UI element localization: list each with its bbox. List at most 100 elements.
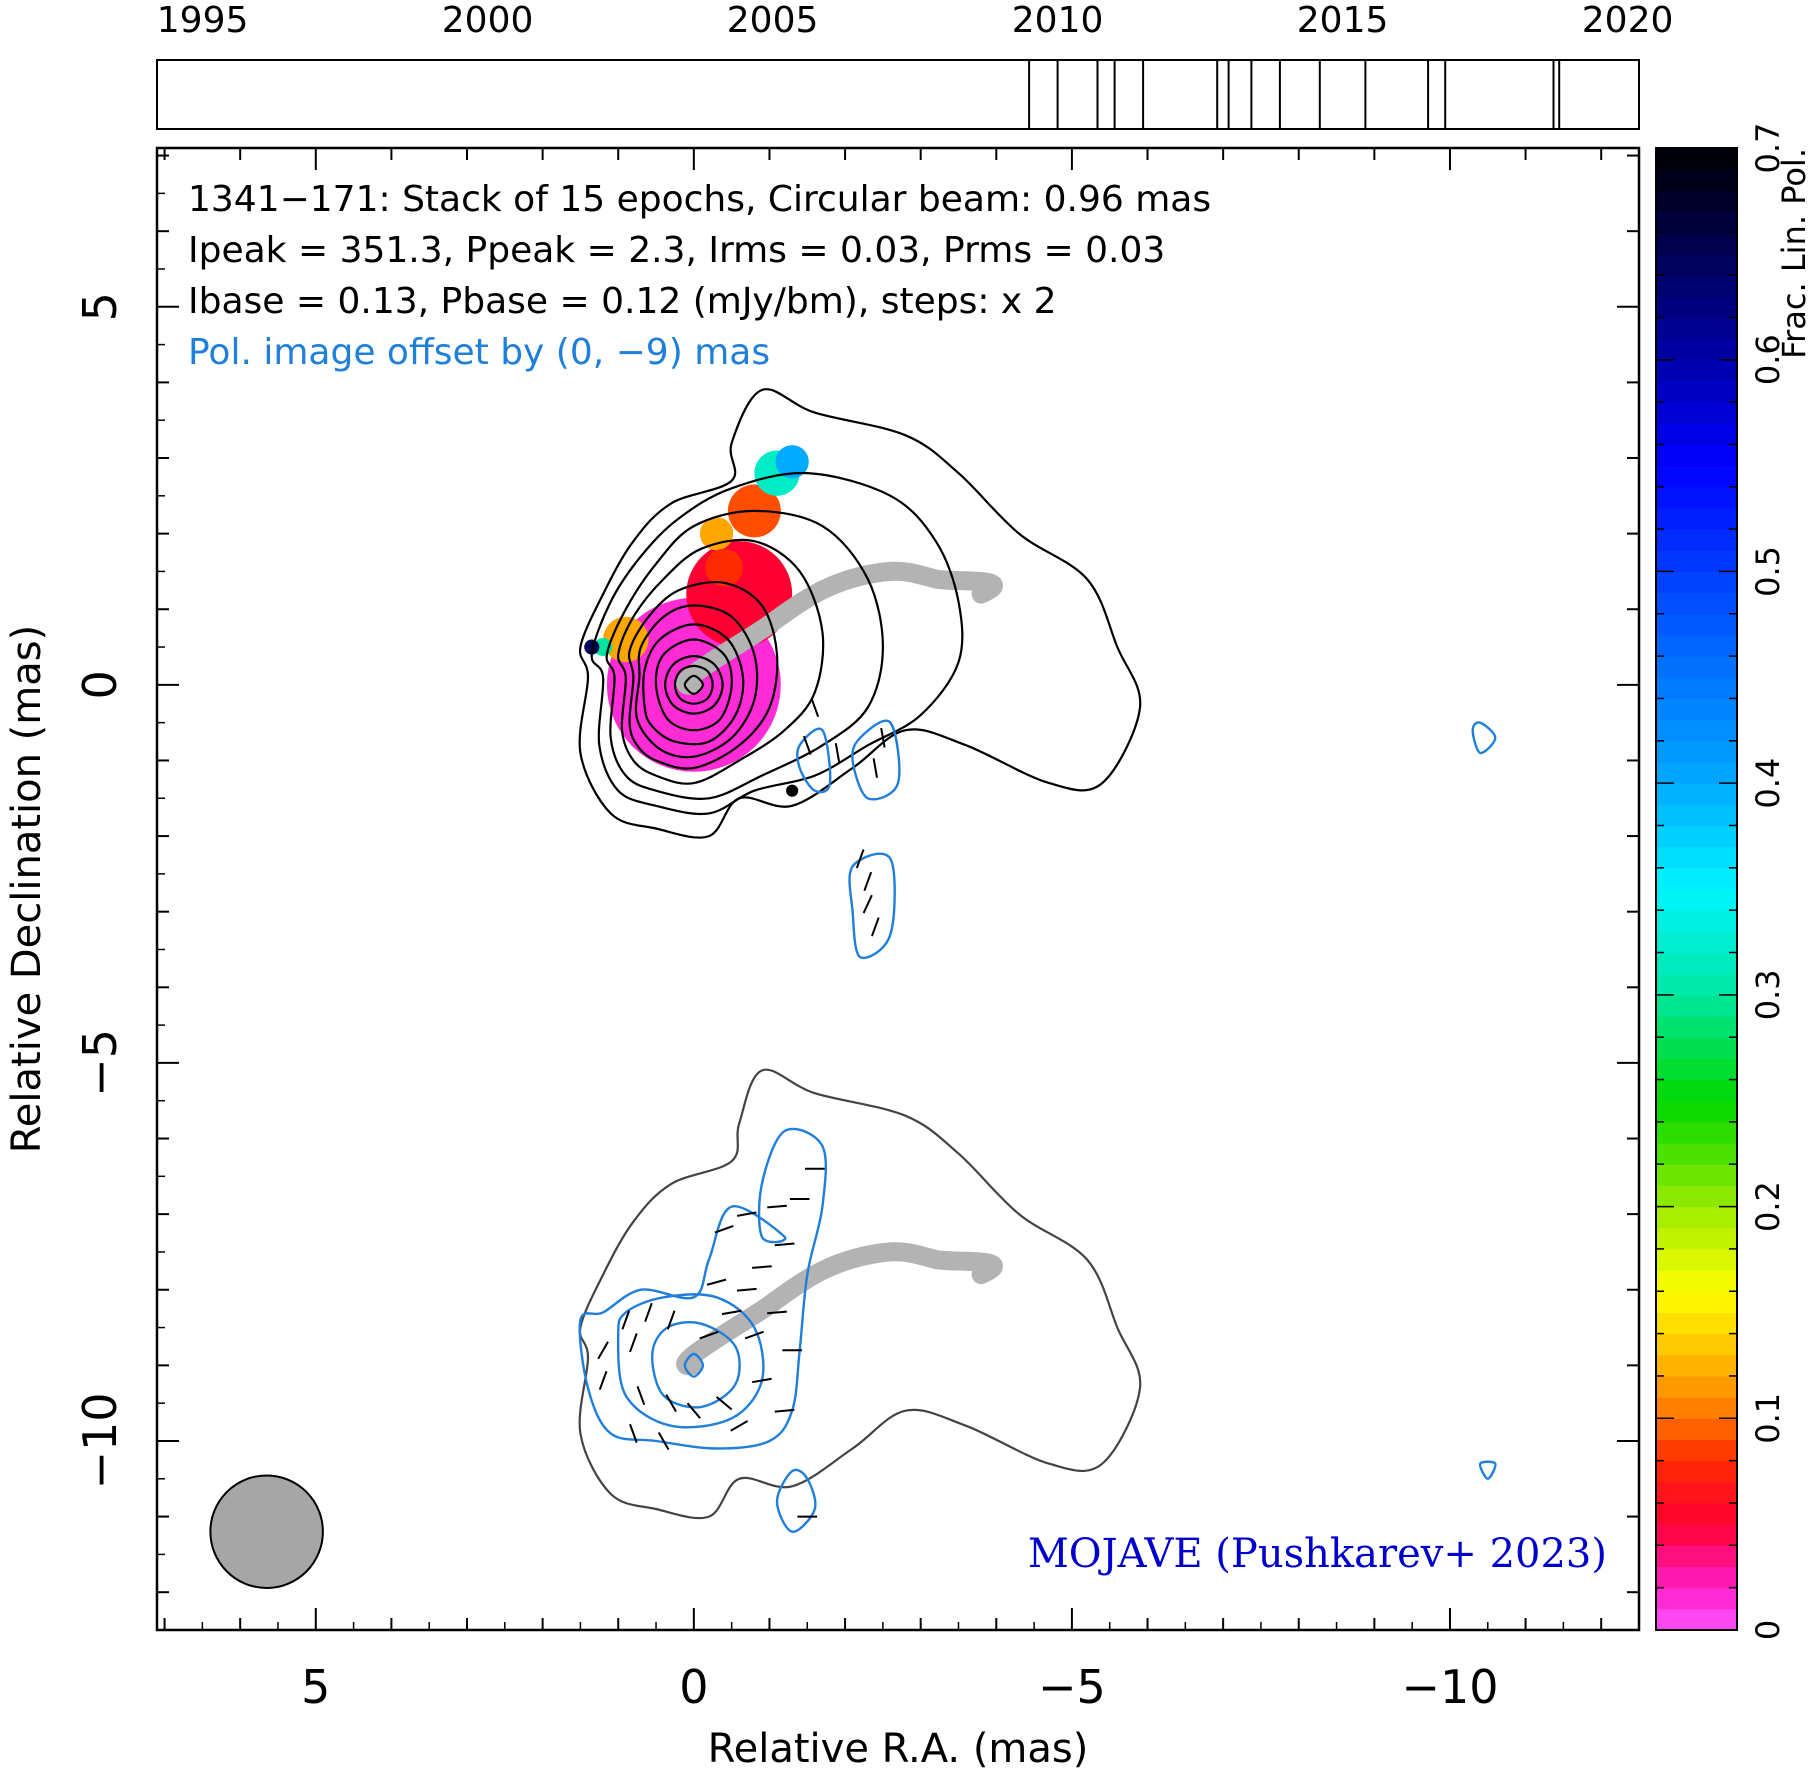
stokes-i-contour <box>627 581 779 770</box>
evpa-tick <box>699 1330 719 1340</box>
map-panel: 5 0 −5 −10 5 0 −5 −10 1341−171: Stack of 15 epo… <box>4 146 1641 1772</box>
colorbar-band <box>1656 1439 1737 1462</box>
colorbar-band <box>1656 1566 1737 1589</box>
colorbar-band <box>1656 1100 1737 1123</box>
x-tick-label: 5 <box>301 1660 330 1714</box>
stokes-i-contour <box>654 638 733 732</box>
colorbar-tick-label: 0.3 <box>1749 969 1787 1020</box>
stokes-i-contour <box>578 388 1142 839</box>
colorbar-band <box>1656 296 1737 318</box>
colorbar-band <box>1656 656 1737 678</box>
fpol-blob <box>786 784 799 797</box>
evpa-tick <box>871 917 880 937</box>
colorbar-bands <box>1656 148 1737 1631</box>
colorbar-band <box>1656 253 1737 276</box>
evpa-tick <box>774 1408 795 1413</box>
evpa-tick <box>863 871 873 892</box>
pol-contour <box>1471 721 1497 755</box>
x-tick-label: −10 <box>1401 1660 1498 1714</box>
colorbar-band <box>1656 402 1737 424</box>
ridge-line <box>676 561 1003 695</box>
colorbar-band <box>1656 275 1737 297</box>
colorbar-band <box>1656 169 1737 191</box>
stokes-i-contour <box>590 471 964 816</box>
pol-contour <box>1478 1460 1497 1481</box>
fpol-blob <box>603 616 649 663</box>
jet-ridge-line <box>676 561 1003 1376</box>
ridge-line-offset <box>676 1242 1003 1376</box>
evpa-tick <box>714 1224 734 1234</box>
stokes-i-contour <box>634 604 759 759</box>
evpa-tick <box>598 1370 608 1391</box>
colorbar-band <box>1656 1608 1737 1631</box>
colorbar-band <box>1656 783 1737 805</box>
timeline-ticks: 1995 2000 2005 2010 2015 2020 <box>157 0 1674 41</box>
colorbar-band <box>1656 804 1737 827</box>
evpa-tick <box>706 1278 727 1286</box>
timeline-tick-label: 2005 <box>727 0 819 41</box>
colorbar-band <box>1656 1587 1737 1610</box>
colorbar-band <box>1656 550 1737 573</box>
y-tick-label: 0 <box>73 670 127 699</box>
colorbar-band <box>1656 1164 1737 1186</box>
pol-contour <box>683 1352 705 1378</box>
colorbar-band <box>1656 1375 1737 1398</box>
x-axis-label: Relative R.A. (mas) <box>708 1726 1089 1772</box>
title-line-2: Ipeak = 351.3, Ppeak = 2.3, Irms = 0.03,… <box>188 230 1165 271</box>
colorbar-band <box>1656 1545 1737 1568</box>
credit-label: MOJAVE (Pushkarev+ 2023) <box>1028 1531 1607 1577</box>
colorbar-band <box>1656 931 1737 954</box>
pol-offset-note: Pol. image offset by (0, −9) mas <box>188 332 770 373</box>
colorbar-band <box>1656 1121 1737 1144</box>
y-tick-label: 5 <box>73 292 127 321</box>
colorbar-band <box>1656 592 1737 615</box>
colorbar-band <box>1656 423 1737 445</box>
colorbar-band <box>1656 1270 1737 1292</box>
timeline-epochs <box>1028 60 1561 129</box>
colorbar-ticks: 0 0.1 0.2 0.3 0.4 0.5 0.6 0.7 <box>1656 123 1787 1640</box>
map-frame <box>155 146 1641 1632</box>
colorbar-band <box>1656 1502 1737 1525</box>
stokes-i-contours <box>578 388 1142 1520</box>
colorbar-band <box>1656 1460 1737 1483</box>
colorbar-band <box>1656 1185 1737 1208</box>
colorbar-band <box>1656 1312 1737 1335</box>
colorbar-band <box>1656 719 1737 742</box>
colorbar-band <box>1656 634 1737 657</box>
evpa-tick <box>730 1420 749 1432</box>
evpa-tick <box>810 697 820 718</box>
x-tick-label: 0 <box>679 1660 708 1714</box>
evpa-tick <box>644 1302 653 1323</box>
evpa-tick <box>767 1204 787 1209</box>
colorbar-band <box>1656 1016 1737 1038</box>
colorbar-band <box>1656 740 1737 763</box>
colorbar-tick-label: 0.7 <box>1749 123 1787 174</box>
stokes-i-contour <box>605 509 885 800</box>
evpa-tick <box>774 1242 795 1247</box>
x-tick-label: −5 <box>1038 1660 1106 1714</box>
colorbar-band <box>1656 1037 1737 1059</box>
colorbar-band <box>1656 761 1737 784</box>
map-tick-labels: 5 0 −5 −10 5 0 −5 −10 <box>73 292 1499 1714</box>
colorbar-label: Frac. Lin. Pol. <box>1775 148 1813 359</box>
colorbar-band <box>1656 338 1737 361</box>
pol-contour <box>775 1468 817 1533</box>
colorbar-band <box>1656 1481 1737 1504</box>
evpa-tick <box>802 735 812 755</box>
colorbar-band <box>1656 846 1737 869</box>
colorbar-band <box>1656 359 1737 382</box>
y-axis-label: Relative Declination (mas) <box>4 625 50 1153</box>
evpa-ticks <box>597 697 886 1518</box>
colorbar-band <box>1656 1058 1737 1081</box>
colorbar-band <box>1656 867 1737 890</box>
colorbar-band <box>1656 1333 1737 1356</box>
colorbar: 0 0.1 0.2 0.3 0.4 0.5 0.6 0.7 Frac. Lin. Pol. <box>1655 123 1813 1640</box>
evpa-tick <box>736 1287 757 1292</box>
colorbar-band <box>1656 677 1737 700</box>
colorbar-band <box>1656 190 1737 213</box>
colorbar-band <box>1656 486 1737 509</box>
colorbar-band <box>1656 465 1737 488</box>
evpa-tick <box>686 1402 701 1419</box>
colorbar-band <box>1656 148 1737 170</box>
